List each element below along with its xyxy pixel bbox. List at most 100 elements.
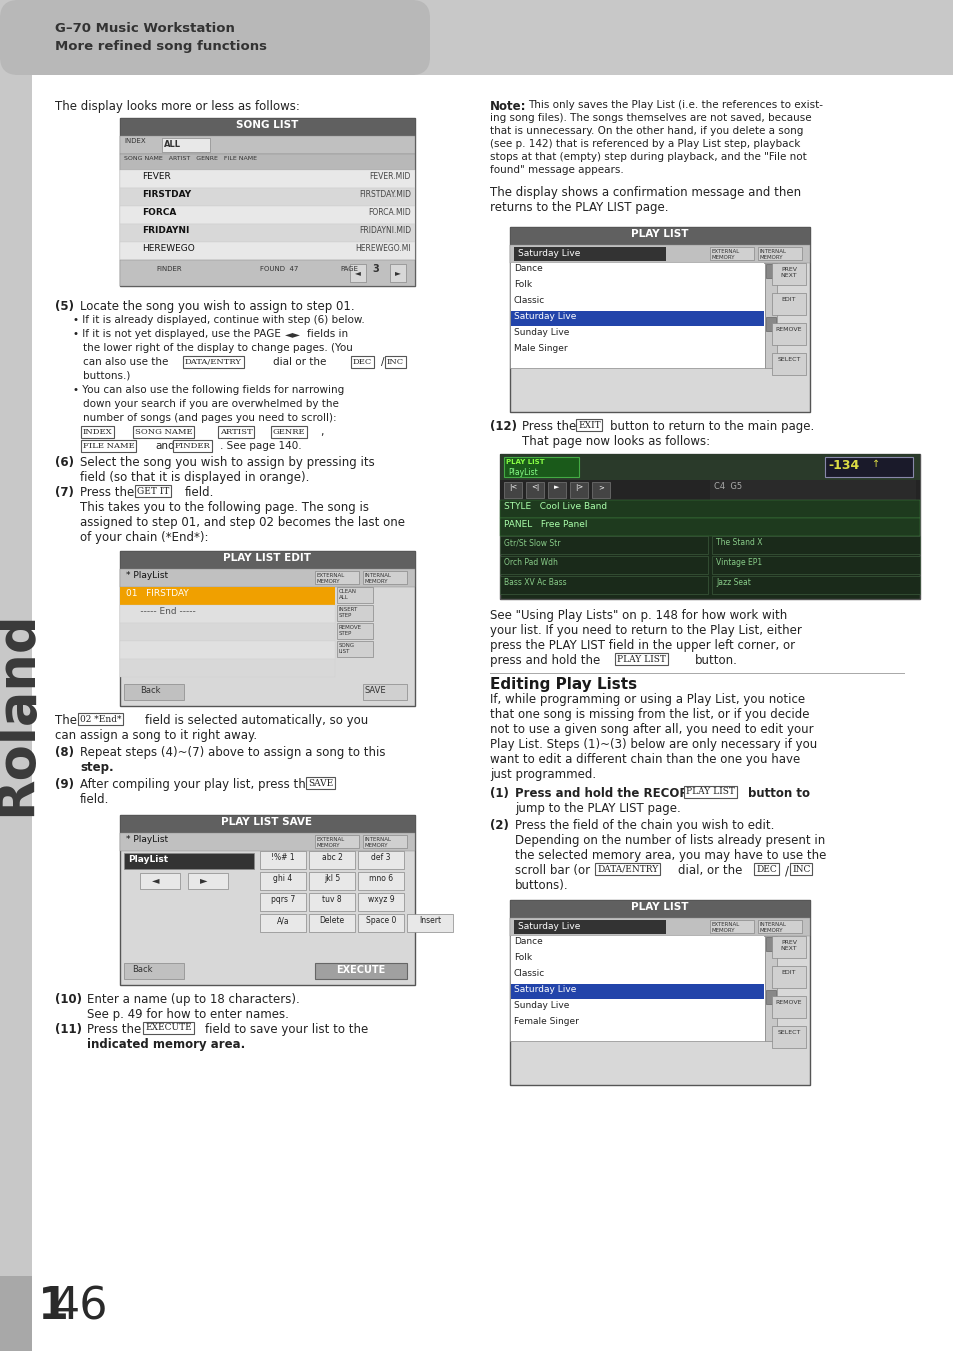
Text: SAVE: SAVE xyxy=(365,686,386,694)
Text: PREV
NEXT: PREV NEXT xyxy=(780,940,797,951)
Text: 02 *End*: 02 *End* xyxy=(80,715,121,724)
Text: See p. 49 for how to enter names.: See p. 49 for how to enter names. xyxy=(87,1008,289,1021)
Text: EDIT: EDIT xyxy=(781,970,796,975)
Text: The Stand X: The Stand X xyxy=(716,538,761,547)
Text: Roland: Roland xyxy=(0,611,42,816)
Text: >: > xyxy=(598,484,603,490)
Text: • You can also use the following fields for narrowing: • You can also use the following fields … xyxy=(73,385,344,394)
Bar xyxy=(771,1025,805,1048)
Bar xyxy=(309,915,355,932)
Text: PREV
NEXT: PREV NEXT xyxy=(780,267,797,278)
Text: Dance: Dance xyxy=(514,938,542,946)
Text: field.: field. xyxy=(80,793,110,807)
Bar xyxy=(765,263,775,278)
Text: FOUND  47: FOUND 47 xyxy=(260,266,298,272)
Text: assigned to step 01, and step 02 becomes the last one: assigned to step 01, and step 02 becomes… xyxy=(80,516,405,530)
Bar xyxy=(120,118,415,286)
Text: press the PLAY LIST field in the upper left corner, or: press the PLAY LIST field in the upper l… xyxy=(490,639,794,653)
Text: button.: button. xyxy=(695,654,737,667)
Bar xyxy=(309,851,355,869)
Text: !%# 1: !%# 1 xyxy=(271,852,294,862)
Bar xyxy=(162,138,210,153)
Bar xyxy=(514,920,665,934)
Text: HEREWEGO.MI: HEREWEGO.MI xyxy=(355,245,411,253)
Text: FRIDAYNI: FRIDAYNI xyxy=(142,226,190,235)
Bar xyxy=(511,952,763,967)
Bar xyxy=(511,969,763,984)
Text: just programmed.: just programmed. xyxy=(490,767,596,781)
Text: PlayList: PlayList xyxy=(128,855,168,865)
Text: A/a: A/a xyxy=(276,916,289,925)
Text: EXTERNAL
MEMORY: EXTERNAL MEMORY xyxy=(316,838,345,848)
Bar xyxy=(510,245,809,263)
Bar xyxy=(357,893,403,911)
Bar xyxy=(758,920,801,934)
Text: EXECUTE: EXECUTE xyxy=(145,1024,192,1032)
Text: number of songs (and pages you need to scroll):: number of songs (and pages you need to s… xyxy=(83,413,336,423)
Bar xyxy=(120,815,415,985)
Bar xyxy=(771,323,805,345)
Text: (11): (11) xyxy=(55,1023,82,1036)
Text: INTERNAL
MEMORY: INTERNAL MEMORY xyxy=(365,838,392,848)
Text: PANEL   Free Panel: PANEL Free Panel xyxy=(503,520,587,530)
Text: field is selected automatically, so you: field is selected automatically, so you xyxy=(145,713,368,727)
Bar xyxy=(120,605,335,623)
Text: button to: button to xyxy=(747,788,809,800)
Bar xyxy=(511,327,763,342)
Text: Press the: Press the xyxy=(80,486,134,499)
Bar xyxy=(120,224,415,242)
Text: PLAY LIST: PLAY LIST xyxy=(631,230,688,239)
Text: SONG NAME: SONG NAME xyxy=(135,428,193,436)
Bar xyxy=(758,247,801,259)
Text: (10): (10) xyxy=(55,993,82,1006)
Text: Enter a name (up to 18 characters).: Enter a name (up to 18 characters). xyxy=(87,993,299,1006)
Text: PLAY LIST: PLAY LIST xyxy=(505,459,544,465)
Text: . See page 140.: . See page 140. xyxy=(220,440,301,451)
Text: (12): (12) xyxy=(490,420,517,434)
Text: PLAY LIST SAVE: PLAY LIST SAVE xyxy=(221,817,313,827)
Bar xyxy=(188,873,228,889)
Bar xyxy=(260,871,306,890)
Text: EXTERNAL
MEMORY: EXTERNAL MEMORY xyxy=(316,573,345,584)
Text: abc 2: abc 2 xyxy=(321,852,342,862)
Bar xyxy=(336,605,373,621)
Text: ALL: ALL xyxy=(164,141,181,149)
Text: buttons).: buttons). xyxy=(515,880,568,892)
Bar xyxy=(120,569,415,586)
Bar xyxy=(764,263,776,367)
Bar xyxy=(120,659,335,677)
Bar xyxy=(124,852,253,869)
Text: stops at that (empty) step during playback, and the "File not: stops at that (empty) step during playba… xyxy=(490,153,806,162)
Text: <|: <| xyxy=(530,484,538,490)
Text: /: / xyxy=(380,357,384,367)
Text: returns to the PLAY LIST page.: returns to the PLAY LIST page. xyxy=(490,201,668,213)
Text: (6): (6) xyxy=(55,457,74,469)
Bar xyxy=(407,915,453,932)
Bar xyxy=(260,851,306,869)
Bar xyxy=(120,551,415,569)
Text: • If it is already displayed, continue with step (6) below.: • If it is already displayed, continue w… xyxy=(73,315,364,326)
Text: Jazz Seat: Jazz Seat xyxy=(716,578,750,586)
Text: 01   FIRSTDAY: 01 FIRSTDAY xyxy=(126,589,189,598)
Text: button to return to the main page.: button to return to the main page. xyxy=(609,420,814,434)
Bar xyxy=(363,835,407,848)
Bar xyxy=(511,311,763,326)
Text: HEREWEGO: HEREWEGO xyxy=(142,245,194,253)
Text: STYLE   Cool Live Band: STYLE Cool Live Band xyxy=(503,503,606,511)
Bar xyxy=(499,454,919,598)
Bar xyxy=(120,136,415,154)
Bar xyxy=(499,517,919,536)
Text: * PlayList: * PlayList xyxy=(126,835,168,844)
Text: (8): (8) xyxy=(55,746,74,759)
Text: PAGE: PAGE xyxy=(339,266,357,272)
Bar xyxy=(547,482,565,499)
Bar xyxy=(503,457,578,477)
Bar xyxy=(511,1000,763,1015)
Text: Depending on the number of lists already present in: Depending on the number of lists already… xyxy=(515,834,824,847)
Text: step.: step. xyxy=(80,761,113,774)
Bar xyxy=(357,851,403,869)
Text: PLAY LIST: PLAY LIST xyxy=(617,654,665,663)
Text: and: and xyxy=(154,440,174,451)
Text: mno 6: mno 6 xyxy=(369,874,393,884)
Text: ◄►: ◄► xyxy=(285,330,301,339)
